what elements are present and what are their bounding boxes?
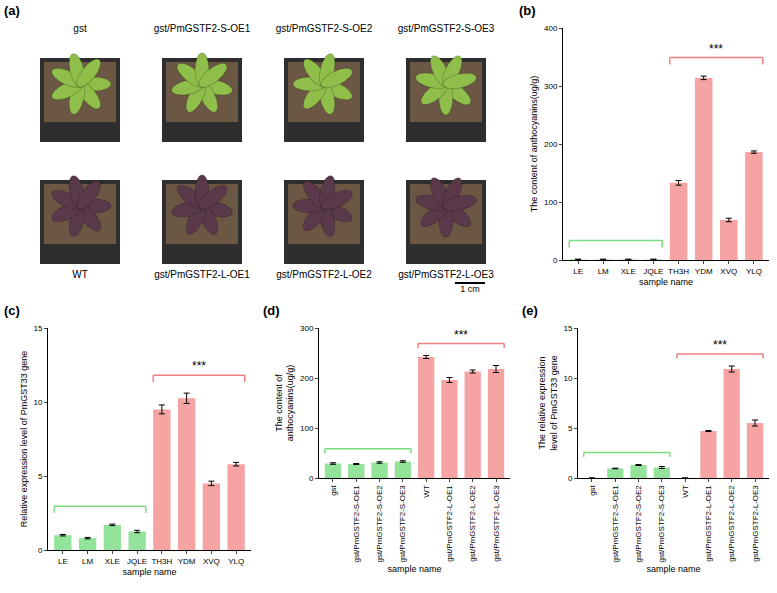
svg-text:200: 200 xyxy=(300,374,314,383)
svg-text:0: 0 xyxy=(309,474,314,483)
svg-text:WT: WT xyxy=(422,485,431,498)
svg-text:gst/PmGSTF2-S-OE2: gst/PmGSTF2-S-OE2 xyxy=(375,485,384,563)
html-text:(a): (a) xyxy=(4,3,20,18)
html-text:(c): (c) xyxy=(4,303,20,318)
svg-text:XVQ: XVQ xyxy=(203,557,220,566)
svg-text:300: 300 xyxy=(544,82,558,91)
svg-text:100: 100 xyxy=(544,198,558,207)
svg-text:LE: LE xyxy=(58,557,68,566)
svg-text:sample name: sample name xyxy=(122,567,176,577)
svg-text:The relative expressionlevel o: The relative expressionlevel of PmGST33 … xyxy=(537,355,559,451)
svg-text:0: 0 xyxy=(553,256,558,265)
svg-text:gst/PmGSTF2-L-OE2: gst/PmGSTF2-L-OE2 xyxy=(727,485,736,562)
svg-text:***: *** xyxy=(192,359,206,373)
svg-text:gst: gst xyxy=(329,484,338,495)
svg-text:100: 100 xyxy=(300,424,314,433)
svg-text:gst/PmGSTF2-L-OE1: gst/PmGSTF2-L-OE1 xyxy=(704,485,713,562)
html-text:(b): (b) xyxy=(519,3,536,18)
svg-text:10: 10 xyxy=(33,398,42,407)
svg-text:5: 5 xyxy=(568,424,573,433)
svg-text:gst/PmGSTF2-S-OE2: gst/PmGSTF2-S-OE2 xyxy=(634,485,643,563)
svg-text:400: 400 xyxy=(544,24,558,33)
svg-text:0: 0 xyxy=(568,474,573,483)
svg-text:0: 0 xyxy=(38,546,43,555)
svg-text:gst/PmGSTF2-L-OE2: gst/PmGSTF2-L-OE2 xyxy=(468,485,477,562)
svg-text:XLE: XLE xyxy=(105,557,120,566)
svg-text:sample name: sample name xyxy=(639,277,693,287)
svg-text:gst/PmGSTF2-S-OE3: gst/PmGSTF2-S-OE3 xyxy=(657,485,666,563)
svg-text:gst: gst xyxy=(588,484,597,495)
html-text:gst/PmGSTF2-S-OE2: gst/PmGSTF2-S-OE2 xyxy=(275,23,373,34)
svg-text:YLQ: YLQ xyxy=(228,557,244,566)
html-text:gst/PmGSTF2-L-OE1: gst/PmGSTF2-L-OE1 xyxy=(154,269,250,280)
svg-text:The content ofanthocyanins(ug/: The content ofanthocyanins(ug/g) xyxy=(274,365,296,442)
svg-text:sample name: sample name xyxy=(646,564,700,574)
svg-text:LM: LM xyxy=(598,267,609,276)
svg-text:YDM: YDM xyxy=(178,557,196,566)
html-text:gst/PmGSTF2-L-OE2: gst/PmGSTF2-L-OE2 xyxy=(276,269,372,280)
svg-text:TH3H: TH3H xyxy=(668,267,689,276)
svg-text:15: 15 xyxy=(33,324,42,333)
svg-text:gst/PmGSTF2-S-OE1: gst/PmGSTF2-S-OE1 xyxy=(611,485,620,563)
svg-text:***: *** xyxy=(709,42,723,56)
html-text:gst/PmGSTF2-S-OE1: gst/PmGSTF2-S-OE1 xyxy=(153,23,251,34)
html-text:(e): (e) xyxy=(522,303,538,318)
svg-text:300: 300 xyxy=(300,324,314,333)
svg-text:The content of anthocyanins(ug: The content of anthocyanins(ug/g) xyxy=(529,76,539,213)
html-text:WT: WT xyxy=(72,269,88,280)
svg-text:***: *** xyxy=(454,328,468,342)
svg-text:15: 15 xyxy=(563,324,572,333)
html-text:gst/PmGSTF2-L-OE3: gst/PmGSTF2-L-OE3 xyxy=(398,269,494,280)
svg-text:200: 200 xyxy=(544,140,558,149)
svg-text:gst/PmGSTF2-L-OE1: gst/PmGSTF2-L-OE1 xyxy=(445,485,454,562)
svg-text:XLE: XLE xyxy=(621,267,636,276)
svg-text:TH3H: TH3H xyxy=(151,557,172,566)
svg-text:5: 5 xyxy=(38,472,43,481)
html-text:gst: gst xyxy=(73,23,87,34)
html-text:(d): (d) xyxy=(263,303,280,318)
svg-text:JQLE: JQLE xyxy=(643,267,663,276)
svg-text:gst/PmGSTF2-L-OE3: gst/PmGSTF2-L-OE3 xyxy=(751,485,760,562)
svg-text:***: *** xyxy=(713,338,727,352)
svg-text:gst/PmGSTF2-S-OE1: gst/PmGSTF2-S-OE1 xyxy=(352,485,361,563)
svg-text:gst/PmGSTF2-L-OE3: gst/PmGSTF2-L-OE3 xyxy=(492,485,501,562)
svg-text:LE: LE xyxy=(573,267,583,276)
svg-text:gst/PmGSTF2-S-OE3: gst/PmGSTF2-S-OE3 xyxy=(398,485,407,563)
html-text:1 cm: 1 cm xyxy=(460,284,480,294)
svg-text:YDM: YDM xyxy=(695,267,713,276)
svg-text:LM: LM xyxy=(82,557,93,566)
svg-text:XVQ: XVQ xyxy=(720,267,737,276)
svg-text:WT: WT xyxy=(681,485,690,498)
svg-text:JQLE: JQLE xyxy=(127,557,147,566)
svg-text:10: 10 xyxy=(563,374,572,383)
svg-text:sample name: sample name xyxy=(387,564,441,574)
html-text:gst/PmGSTF2-S-OE3: gst/PmGSTF2-S-OE3 xyxy=(397,23,495,34)
svg-text:Relative expression level of P: Relative expression level of PmGST33 gen… xyxy=(19,351,29,528)
svg-text:YLQ: YLQ xyxy=(746,267,762,276)
